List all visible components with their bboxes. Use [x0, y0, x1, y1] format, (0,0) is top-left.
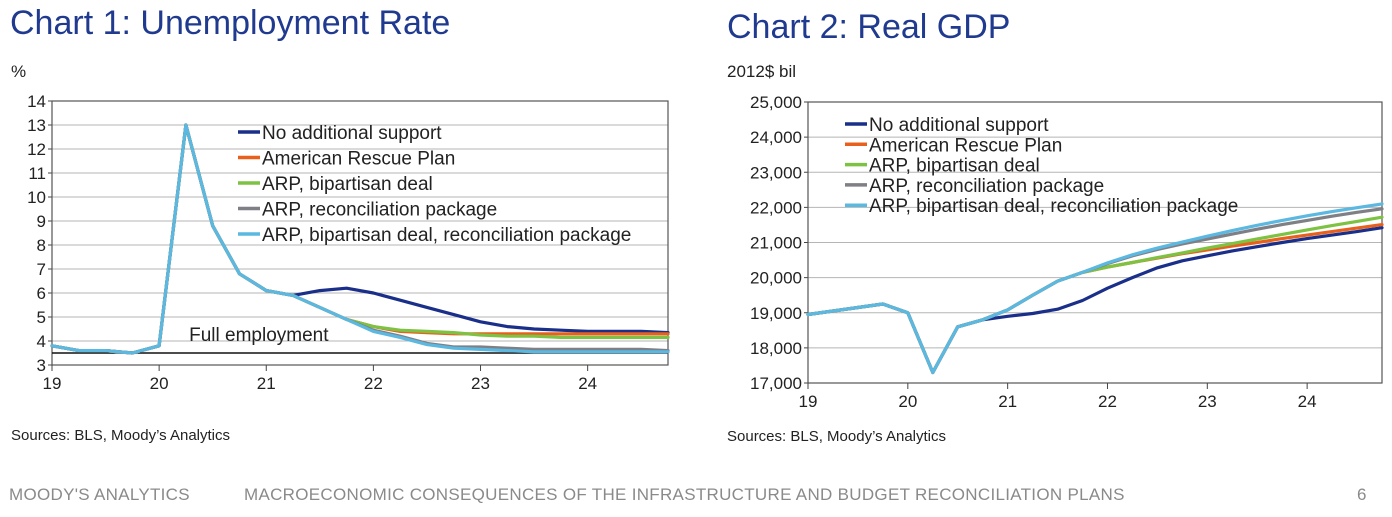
chart2-xtick-label: 24	[1298, 392, 1317, 411]
footer-report-title: MACROECONOMIC CONSEQUENCES OF THE INFRAS…	[244, 485, 1125, 504]
chart2-legend-label-4: ARP, reconciliation package	[869, 176, 1104, 197]
chart2-ytick-label: 23,000	[750, 163, 802, 182]
chart1-ytick-label: 12	[27, 140, 46, 159]
chart2-ytick-label: 18,000	[750, 339, 802, 358]
chart2-ytick-label: 22,000	[750, 198, 802, 217]
chart1-legend-label-5: ARP, bipartisan deal, reconciliation pac…	[262, 225, 631, 246]
chart2-series-1-line	[806, 226, 1384, 375]
chart2-title: Chart 2: Real GDP	[727, 8, 1011, 46]
chart1-ytick-label: 14	[27, 92, 46, 111]
chart1-xtick-label: 21	[257, 374, 276, 393]
footer-brand: MOODY'S ANALYTICS	[9, 485, 190, 504]
chart2-legend-label-1: No additional support	[869, 115, 1049, 136]
chart2-legend-label-5: ARP, bipartisan deal, reconciliation pac…	[869, 196, 1238, 217]
chart1-xtick-label: 19	[43, 374, 62, 393]
chart2-xtick-label: 22	[1098, 392, 1117, 411]
chart1-legend-label-1: No additional support	[262, 123, 442, 144]
chart1-full-employment-label: Full employment	[189, 325, 329, 346]
chart1-legend-label-2: American Rescue Plan	[262, 149, 455, 170]
chart2-ytick-label: 20,000	[750, 269, 802, 288]
chart2-ytick-label: 21,000	[750, 234, 802, 253]
chart2-xtick-label: 20	[898, 392, 917, 411]
chart1-legend-label-3: ARP, bipartisan deal	[262, 174, 433, 195]
chart1-ytick-label: 5	[37, 308, 46, 327]
chart1-ytick-label: 9	[37, 212, 46, 231]
chart1-unit-label: %	[11, 62, 27, 81]
chart2-unit-label: 2012$ bil	[727, 62, 797, 81]
chart1-ytick-label: 7	[37, 260, 46, 279]
chart1-ytick-label: 13	[27, 116, 46, 135]
chart2-legend-label-2: American Rescue Plan	[869, 135, 1062, 156]
chart2-ytick-label: 19,000	[750, 304, 802, 323]
chart1-title: Chart 1: Unemployment Rate	[10, 4, 451, 42]
chart1-ytick-label: 10	[27, 188, 46, 207]
chart1-plot: 3 4 5 6 7 8 9 10 11 12 13 14 19 20 21 22 23 24 Full employ…	[27, 92, 670, 393]
chart2-source: Sources: BLS, Moody’s Analytics	[727, 428, 946, 445]
chart2-plot-frame	[807, 101, 1383, 384]
chart1-plot-frame	[51, 100, 669, 366]
chart2-xtick-label: 23	[1198, 392, 1217, 411]
chart1-ytick-label: 6	[37, 284, 46, 303]
chart2-legend-label-3: ARP, bipartisan deal	[869, 156, 1040, 177]
chart1-xtick-label: 20	[150, 374, 169, 393]
chart1-ytick-label: 11	[28, 164, 46, 183]
chart1-ytick-label: 3	[37, 356, 46, 375]
chart2-series-2-line	[806, 223, 1384, 375]
chart2-xtick-label: 21	[998, 392, 1017, 411]
chart1-ytick-label: 8	[37, 236, 46, 255]
chart2-ytick-label: 17,000	[750, 374, 802, 393]
chart1-xtick-label: 23	[471, 374, 490, 393]
chart1-series-5-line	[50, 123, 670, 355]
chart1-legend-label-4: ARP, reconciliation package	[262, 200, 497, 221]
chart1-ytick-label: 4	[37, 332, 46, 351]
chart2-plot: 17,000 18,000 19,000 20,000 21,000 22,000 23,0…	[750, 93, 1384, 411]
chart2-xtick-label: 19	[799, 392, 818, 411]
chart2-ytick-label: 25,000	[750, 93, 802, 112]
chart2-ytick-label: 24,000	[750, 128, 802, 147]
chart1-xtick-label: 22	[364, 374, 383, 393]
chart1-source: Sources: BLS, Moody’s Analytics	[11, 427, 230, 444]
chart1-xtick-label: 24	[578, 374, 597, 393]
chart2-series-5-line	[806, 202, 1384, 375]
footer-page-number: 6	[1357, 485, 1367, 504]
